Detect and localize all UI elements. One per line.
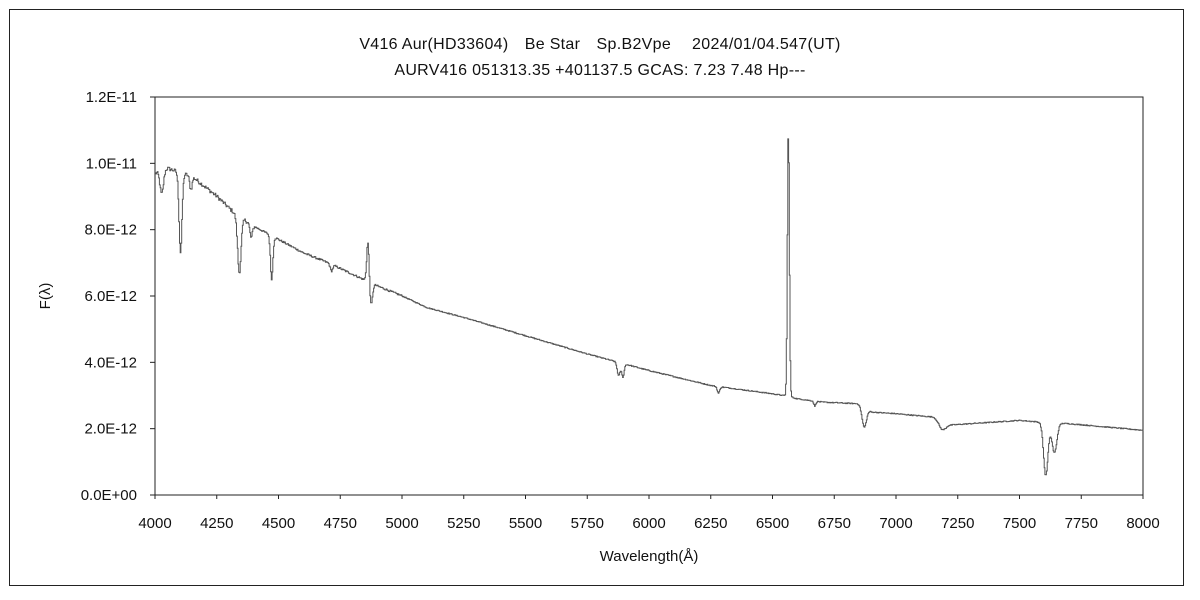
x-tick-label: 6250 xyxy=(694,515,727,532)
chart-title: V416 Aur(HD33604) Be Star Sp.B2Vpe 2024/… xyxy=(359,36,841,53)
y-tick-label: 1.2E-11 xyxy=(86,89,137,106)
y-tick-label: 0.0E+00 xyxy=(81,487,137,504)
x-tick-label: 4750 xyxy=(324,515,357,532)
x-tick-label: 6500 xyxy=(756,515,789,532)
chart-subtitle: AURV416 051313.35 +401137.5 GCAS: 7.23 7… xyxy=(394,62,806,79)
plot-border xyxy=(154,96,1144,496)
y-tick-label: 4.0E-12 xyxy=(84,354,137,371)
x-tick-label: 8000 xyxy=(1126,515,1159,532)
x-tick-label: 5250 xyxy=(447,515,480,532)
x-tick-label: 6000 xyxy=(632,515,665,532)
x-tick-label: 7500 xyxy=(1003,515,1036,532)
x-tick-label: 4500 xyxy=(262,515,295,532)
y-axis: 0.0E+00 2.0E-12 4.0E-12 6.0E-12 8.0E-12 1.0E-… xyxy=(81,89,155,504)
x-tick-label: 5750 xyxy=(571,515,604,532)
x-tick-label: 4250 xyxy=(200,515,233,532)
x-tick-label: 5500 xyxy=(509,515,542,532)
spectrum-series-line xyxy=(155,138,1144,476)
chart-frame xyxy=(9,9,1184,586)
y-tick-label: 1.0E-11 xyxy=(86,155,137,172)
x-tick-label: 7250 xyxy=(941,515,974,532)
y-tick-label: 6.0E-12 xyxy=(84,288,137,305)
x-tick-label: 7750 xyxy=(1065,515,1098,532)
x-tick-label: 6750 xyxy=(818,515,851,532)
x-axis: 4000 4250 4500 4750 5000 5250 5500 5750 6000 6250… xyxy=(138,495,1160,532)
x-tick-label: 5000 xyxy=(385,515,418,532)
x-axis-label: Wavelength(Å) xyxy=(600,548,699,565)
x-tick-label: 4000 xyxy=(138,515,171,532)
y-axis-label: F(λ) xyxy=(37,283,54,310)
x-tick-label: 7000 xyxy=(879,515,912,532)
y-tick-label: 8.0E-12 xyxy=(84,222,137,239)
plot-area xyxy=(154,96,1144,496)
y-tick-label: 2.0E-12 xyxy=(84,421,137,438)
